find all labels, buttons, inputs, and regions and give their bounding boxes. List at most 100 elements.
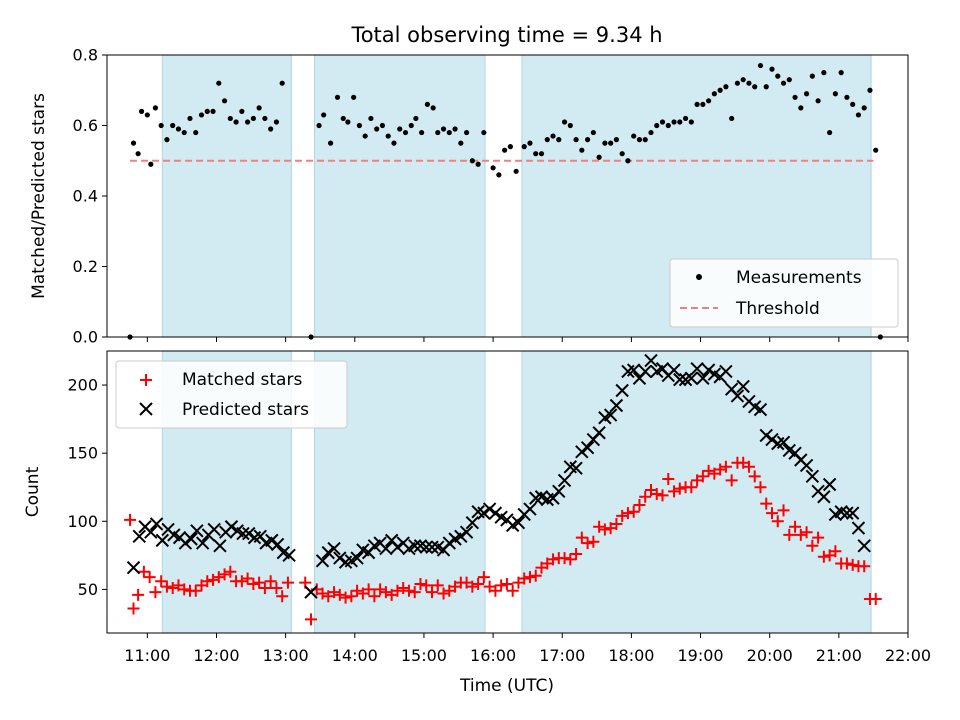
matched-star-marker [264,575,277,588]
ratio-y-tick-label: 0.0 [73,328,98,347]
measurement-point [181,129,187,136]
matched-star-marker [166,582,179,595]
matched-star-marker [258,582,271,595]
measurement-point [596,154,602,160]
predicted-star-marker [304,585,318,599]
predicted-star-marker [799,458,814,473]
measurement-point [198,112,205,118]
measurement-point [452,126,458,132]
measurement-point [550,133,556,139]
measurement-point [250,115,256,122]
measurement-point [446,129,452,136]
measurement-point [688,119,694,125]
measurement-point [567,122,573,129]
predicted-star-marker [270,537,285,552]
measurement-point [746,80,752,86]
measurement-point [659,119,666,125]
measurement-point [164,137,170,143]
count-y-axis-label: Count [23,466,43,517]
matched-star-marker [155,575,168,588]
legend-predicted-marker [139,402,153,416]
measurement-point [521,144,527,150]
measurement-point [613,137,620,143]
measurement-point [316,122,322,129]
x-tick-label: 18:00 [608,646,654,665]
matched-star-marker [333,588,346,601]
matched-star-marker [189,584,202,597]
matched-star-marker [235,575,248,588]
measurement-point [867,87,873,93]
predicted-star-marker [673,372,687,387]
matched-star-marker [575,531,588,544]
measurement-point [602,140,608,146]
predicted-star-marker [817,490,831,504]
matched-star-marker [408,586,421,599]
measurement-point [619,151,625,157]
count-y-tick-label: 50 [78,580,98,599]
matched-star-marker [621,507,634,520]
count-y-tick-label: 100 [67,512,98,531]
ratio-y-tick-label: 0.6 [73,116,98,135]
predicted-star-marker [701,363,716,377]
matched-star-marker [201,575,214,588]
measurement-point [815,98,821,104]
measurement-point [233,119,239,125]
measurement-point [798,105,804,111]
predicted-star-marker [575,445,589,459]
measurement-point [502,147,508,153]
measurement-point [345,119,351,125]
measurement-point [138,108,145,114]
matched-star-marker [696,470,709,483]
matched-star-marker [783,528,796,541]
matched-star-marker [402,584,415,597]
legend-matched-label: Matched stars [182,370,302,390]
matched-star-marker [754,481,767,494]
measurement-point [533,151,539,157]
matched-star-marker [656,489,669,502]
measurement-point [803,91,810,97]
measurement-point [419,129,425,136]
matched-star-marker [212,571,225,584]
measurement-point [677,119,683,125]
predicted-star-marker [719,364,733,379]
ratio-y-tick-label: 0.4 [73,187,98,206]
matched-star-marker [466,580,479,593]
measurement-point [513,168,519,174]
predicted-star-marker [753,402,768,417]
predicted-star-marker [696,371,710,385]
predicted-star-marker [569,461,583,475]
measurement-point [210,108,216,114]
count-legend: Matched stars Predicted stars [115,360,348,429]
predicted-star-marker [190,524,204,538]
measurement-point [475,161,481,167]
x-axis-label: Time (UTC) [459,676,554,696]
legend-measurements-marker [696,274,702,280]
matched-star-marker [789,520,802,533]
predicted-star-marker [184,532,198,546]
measurement-point [711,91,717,97]
measurement-point [786,77,792,83]
measurement-point [729,115,735,122]
matched-star-marker [639,490,652,503]
predicted-star-marker [390,540,405,554]
measurement-point [391,140,397,146]
ratio-y-tick-label: 0.2 [73,257,98,276]
measurement-point [327,140,334,146]
predicted-star-marker [207,522,221,537]
predicted-star-marker [459,525,474,539]
measurement-point [648,129,654,136]
predicted-star-marker [419,540,433,554]
matched-star-marker [598,523,611,536]
measurement-point [368,115,374,122]
count-legend-box [115,360,348,429]
measurement-point [216,80,222,86]
predicted-star-marker [315,554,330,568]
measurement-point [170,122,176,129]
measurement-point [256,105,262,111]
measurement-point [665,122,671,129]
matched-star-marker [547,553,560,566]
count-y-tick-label: 200 [67,376,98,395]
measurement-point [408,122,414,129]
ratio-legend-box [669,258,899,328]
